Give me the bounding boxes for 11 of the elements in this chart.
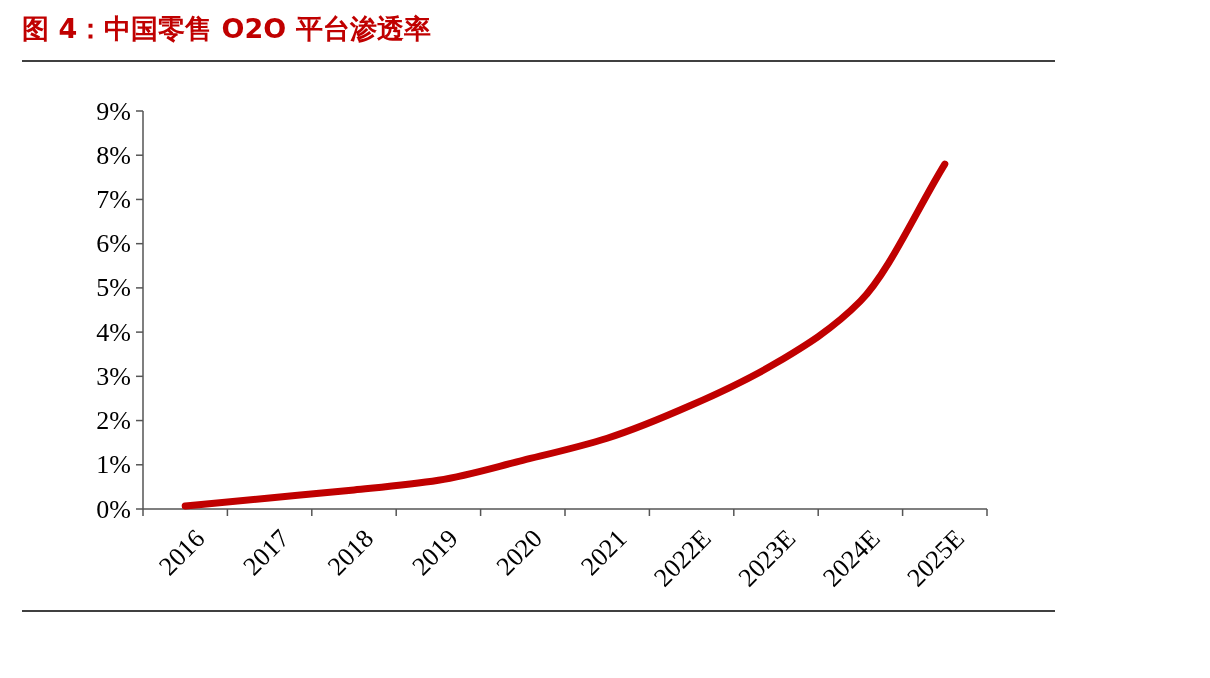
y-tick-label: 2% xyxy=(96,406,131,436)
y-tick-label: 0% xyxy=(96,494,131,524)
y-tick-label: 1% xyxy=(96,450,131,480)
y-tick-label: 6% xyxy=(96,229,131,259)
y-tick-label: 7% xyxy=(96,184,131,214)
y-tick-label: 4% xyxy=(96,317,131,347)
y-tick-label: 9% xyxy=(96,96,131,126)
y-tick-label: 5% xyxy=(96,273,131,303)
y-tick-label: 8% xyxy=(96,140,131,170)
chart-title: 图 4：中国零售 O2O 平台渗透率 xyxy=(22,13,431,44)
y-tick-label: 3% xyxy=(96,361,131,391)
